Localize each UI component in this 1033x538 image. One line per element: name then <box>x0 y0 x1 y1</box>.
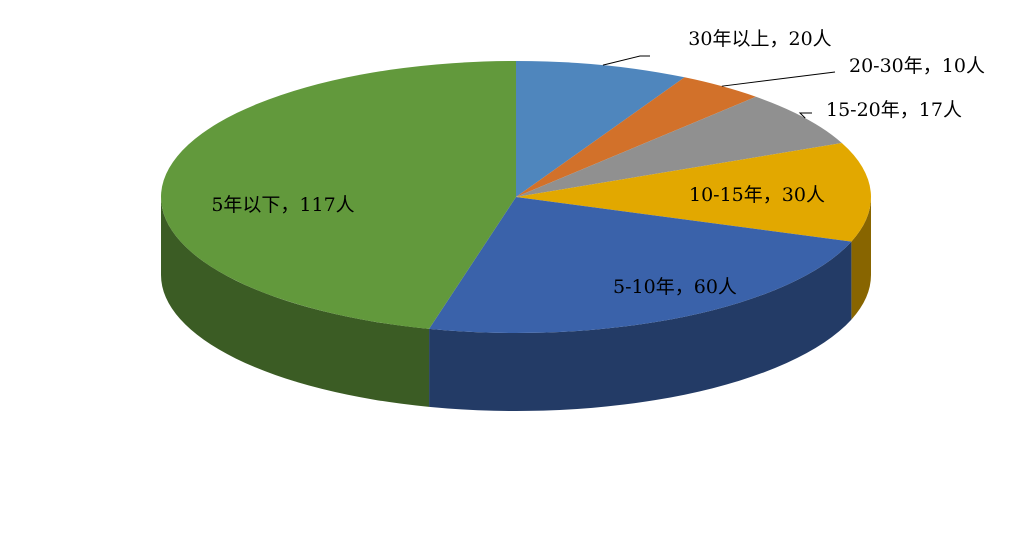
label-separator: ， <box>769 28 788 50</box>
category-label: 30年以上 <box>688 28 769 50</box>
data-label: 5-10年，60人 <box>613 276 737 298</box>
pie-slice <box>516 77 756 197</box>
leader-line <box>721 71 836 87</box>
pie-slice <box>161 61 516 329</box>
value-label: 117人 <box>299 194 354 216</box>
pie-slice <box>429 197 852 333</box>
value-label: 30人 <box>782 184 825 206</box>
slice-side <box>429 241 852 411</box>
data-label: 30年以上，20人 <box>688 28 831 50</box>
category-label: 20-30年 <box>849 55 923 77</box>
label-separator: ， <box>763 184 782 206</box>
category-label: 5-10年 <box>613 276 675 298</box>
category-label: 15-20年 <box>826 99 900 121</box>
value-label: 17人 <box>919 99 962 121</box>
data-label: 10-15年，30人 <box>689 184 825 206</box>
value-label: 60人 <box>694 276 737 298</box>
slice-side <box>160 197 430 407</box>
value-label: 10人 <box>942 55 985 77</box>
pie-slice <box>516 143 871 242</box>
data-label: 15-20年，17人 <box>826 99 962 121</box>
value-label: 20人 <box>789 28 832 50</box>
slice-side <box>851 197 871 320</box>
category-label: 5年以下 <box>211 194 280 216</box>
leader-line <box>602 55 650 66</box>
label-separator: ， <box>923 55 942 77</box>
label-separator: ， <box>900 99 919 121</box>
data-label: 5年以下，117人 <box>211 194 354 216</box>
data-label: 20-30年，10人 <box>849 55 985 77</box>
pie-slice <box>516 61 685 197</box>
label-separator: ， <box>280 194 299 216</box>
category-label: 10-15年 <box>689 184 763 206</box>
pie-slice <box>516 96 842 197</box>
label-separator: ， <box>675 276 694 298</box>
leader-line <box>798 112 812 119</box>
